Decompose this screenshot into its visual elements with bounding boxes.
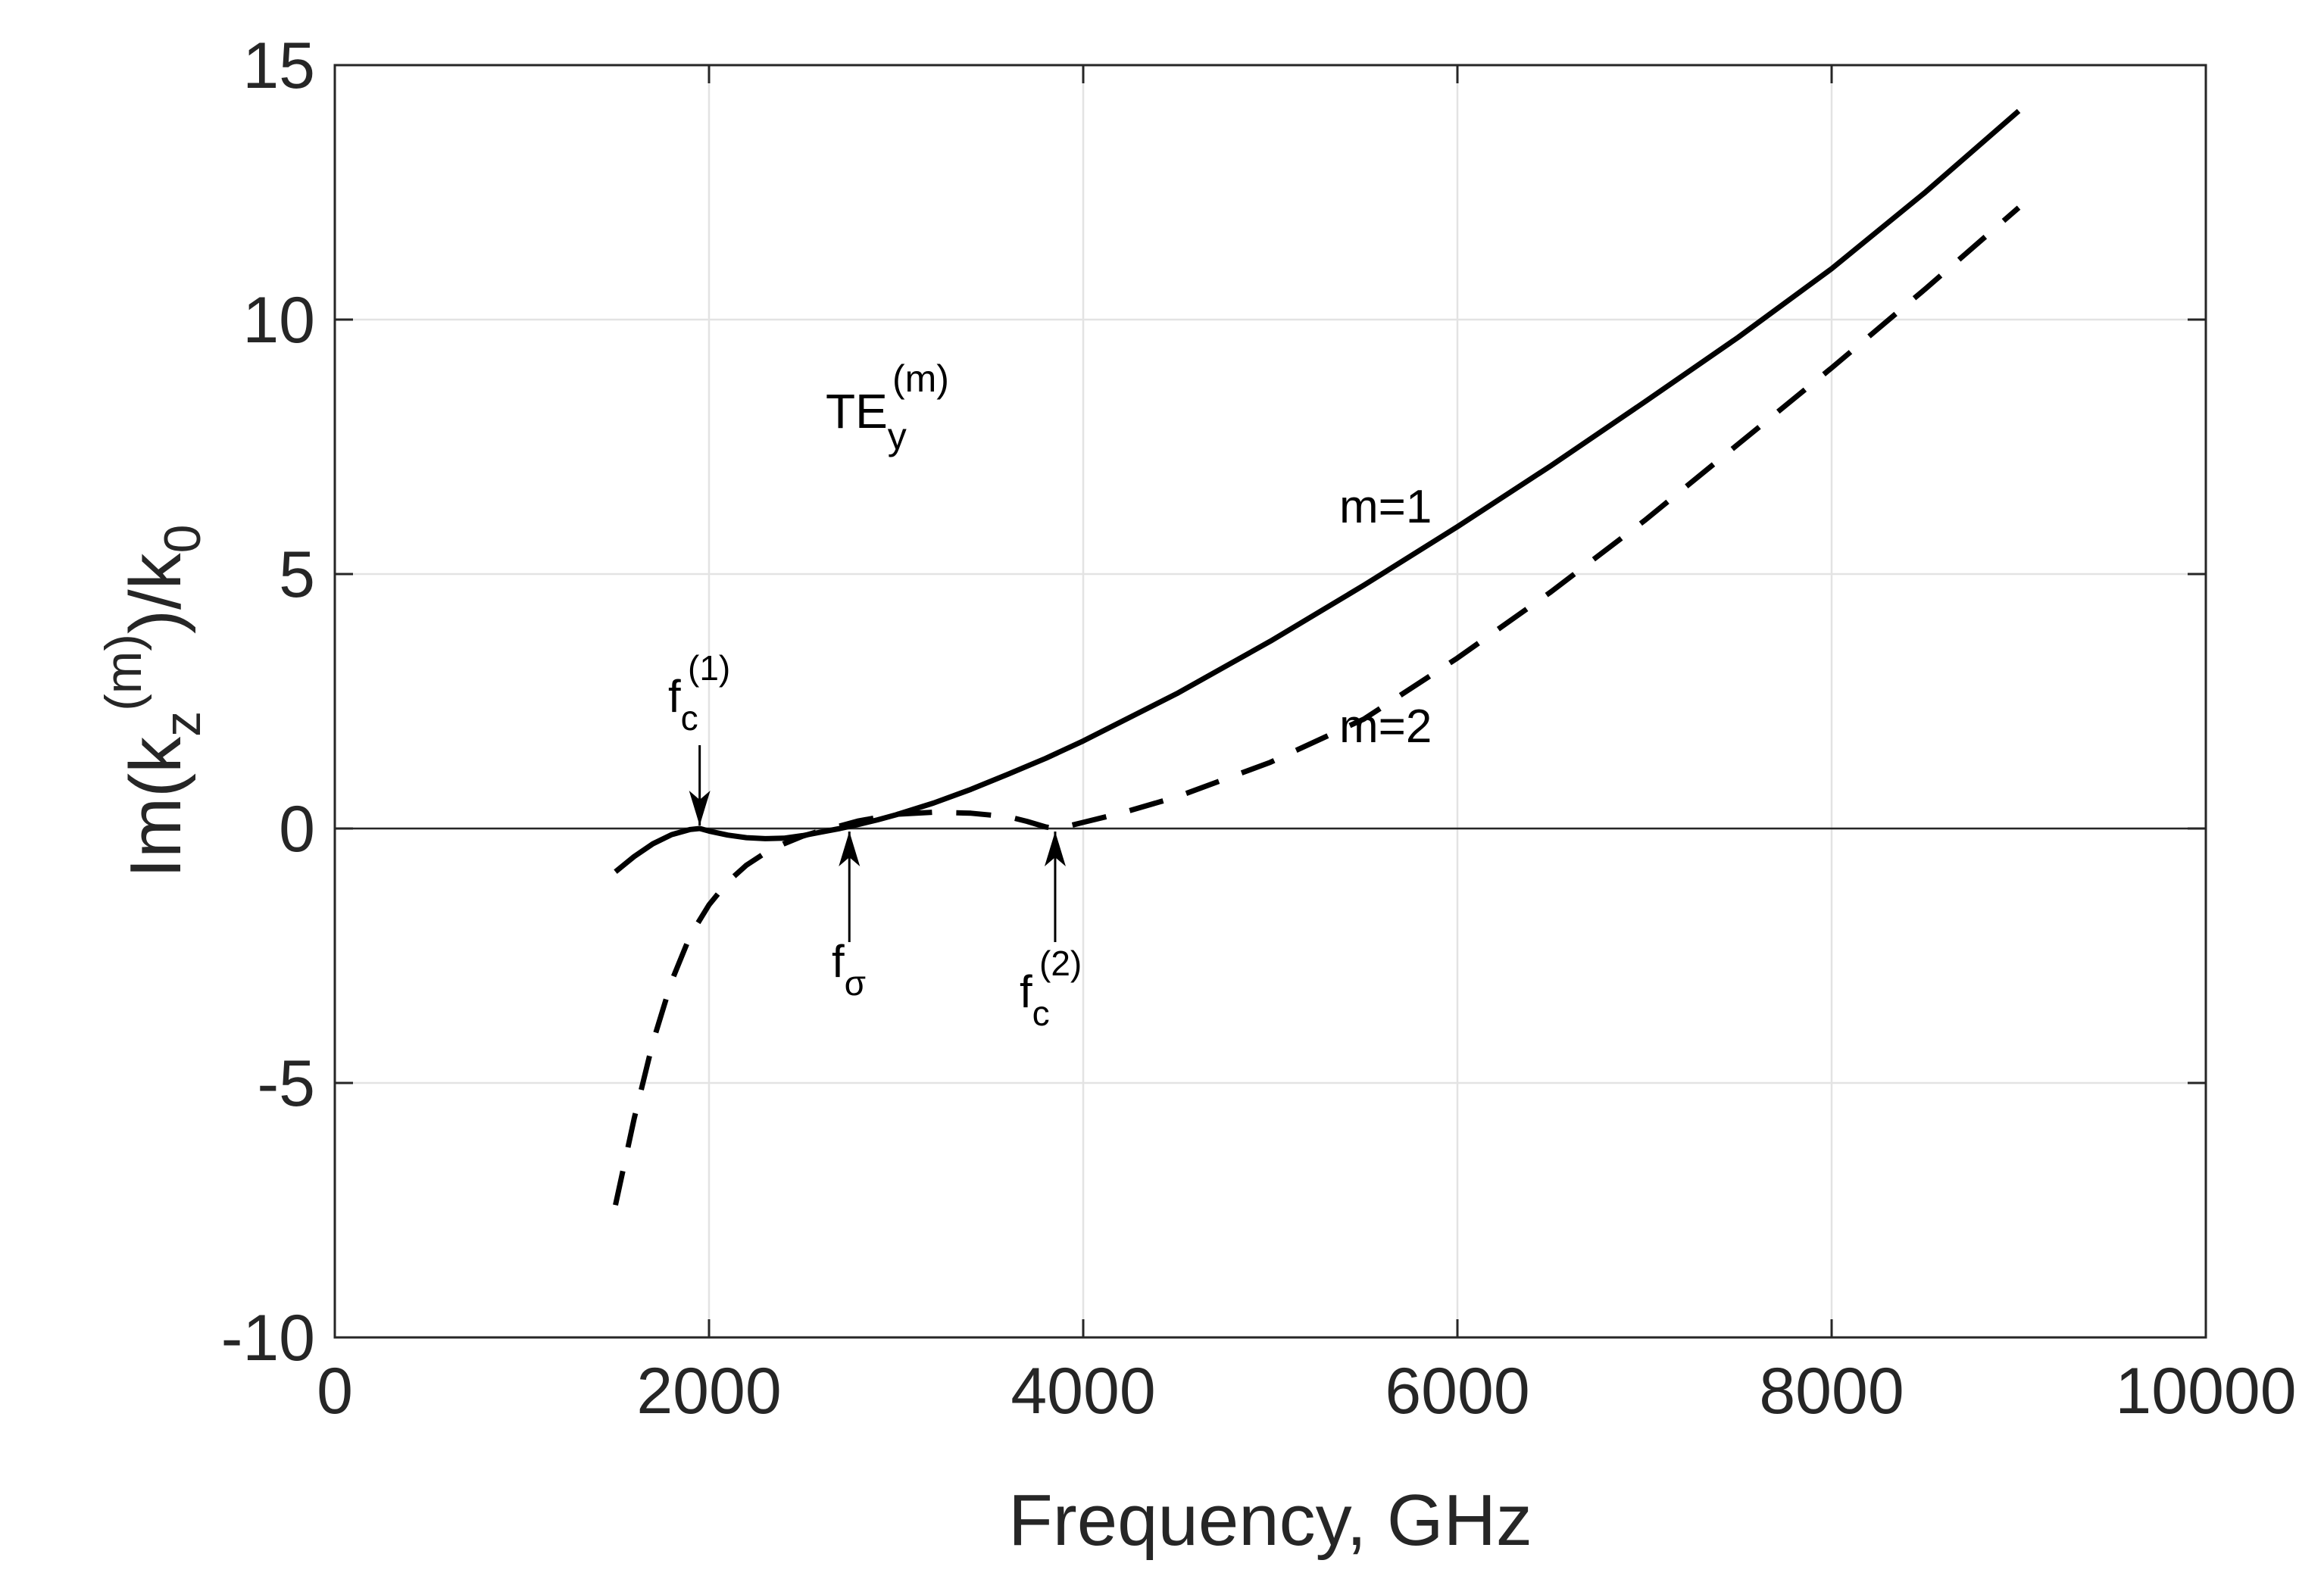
annotation-fsigma-label: fσ	[832, 936, 866, 1003]
y-axis-title-middle: )/k	[115, 552, 196, 634]
y-tick-label: 0	[279, 793, 315, 866]
fsigma-base: f	[832, 936, 845, 987]
series-label-m2: m=2	[1339, 701, 1432, 753]
y-axis-title-sup: (m)	[95, 634, 152, 711]
series-line-m1	[614, 108, 2021, 874]
x-tick-label: 8000	[1759, 1355, 1904, 1428]
annotation-fc2-arrow-head	[1044, 832, 1066, 866]
fc1-sub: c	[681, 698, 698, 738]
y-tick-label: 5	[279, 538, 315, 611]
plot-area-border	[333, 64, 2207, 1339]
y-tick-label: 10	[242, 284, 315, 357]
annotation-fc2-label: fc (2)	[1020, 944, 1082, 1033]
y-tick-label: -5	[258, 1047, 315, 1120]
x-tick-label: 4000	[1011, 1355, 1155, 1428]
annotation-fc1-arrow-head	[689, 791, 711, 825]
y-axis-title-sub: z	[154, 711, 211, 737]
fc2-sub: c	[1032, 994, 1050, 1033]
series-label-m1: m=1	[1339, 481, 1432, 533]
te-label-sup: (m)	[892, 357, 949, 400]
annotation-fsigma-arrow-head	[839, 832, 861, 866]
y-axis-title: Im(kz(m))/k0	[95, 524, 211, 878]
x-tick-label: 2000	[636, 1355, 781, 1428]
y-tick-labels: -10 -5 0 5 10 15	[221, 30, 315, 1375]
fc1-base: f	[668, 671, 681, 722]
fc2-sup: (2)	[1039, 944, 1082, 983]
annotation-fc1-label: fc (1)	[668, 648, 730, 738]
ticks	[333, 64, 2207, 1339]
grid	[335, 65, 2206, 1337]
series-layer	[613, 108, 2021, 1206]
x-tick-label: 10000	[2115, 1355, 2296, 1428]
y-axis-title-sub2: 0	[154, 524, 211, 553]
annotation-arrows	[689, 745, 1066, 942]
y-tick-label: -10	[221, 1302, 315, 1375]
fsigma-sub: σ	[845, 963, 866, 1003]
x-axis-title: Frequency, GHz	[1008, 1480, 1532, 1561]
x-tick-label: 0	[317, 1355, 353, 1428]
fc1-sup: (1)	[688, 648, 730, 688]
y-axis-title-prefix: Im(k	[115, 736, 196, 878]
fc2-base: f	[1020, 966, 1032, 1017]
y-tick-label: 15	[242, 30, 315, 102]
te-label-base: TE	[826, 384, 888, 438]
te-label-sub: y	[888, 415, 907, 457]
series-line-m2	[613, 205, 2021, 1206]
x-tick-label: 6000	[1385, 1355, 1529, 1428]
te-mode-label: TEy (m)	[826, 357, 949, 457]
x-tick-labels: 0 2000 4000 6000 8000 10000	[317, 1355, 2297, 1428]
